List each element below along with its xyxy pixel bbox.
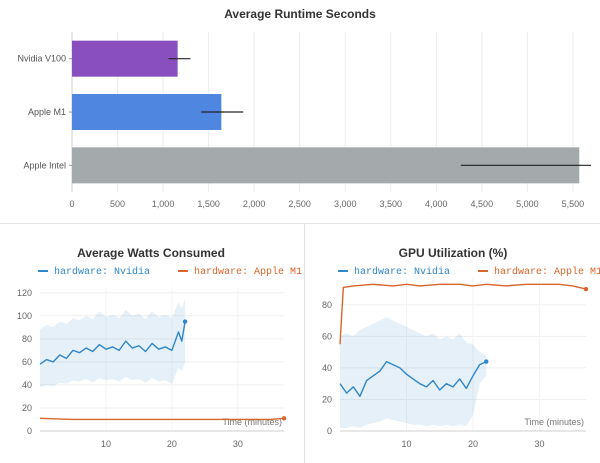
series-line: [39, 417, 285, 421]
y-tick-label: 80: [322, 300, 332, 310]
series-line: [339, 283, 587, 345]
y-tick-label: 20: [22, 403, 32, 413]
x-tick-label: 20: [167, 439, 177, 449]
x-tick-label: 10: [401, 439, 411, 449]
series-line: [39, 321, 186, 365]
bar: [72, 94, 222, 130]
x-tick-label: 1,500: [197, 199, 220, 209]
x-tick-label: 30: [534, 439, 544, 449]
y-tick-label: 60: [322, 331, 332, 341]
x-axis-title: Time (minutes): [222, 417, 282, 427]
x-tick-label: 2,000: [243, 199, 266, 209]
y-tick-label: 40: [322, 363, 332, 373]
x-tick-label: 1,000: [152, 199, 175, 209]
legend-label: hardware: Apple M1: [494, 266, 600, 278]
legend-label: hardware: Nvidia: [54, 266, 150, 278]
watts-chart-panel: Average Watts Consumed hardware: Nvidia ha…: [0, 225, 302, 463]
x-tick-label: 4,000: [425, 199, 448, 209]
gpu-chart-panel: GPU Utilization (%) hardware: Nvidia hardw…: [306, 225, 600, 463]
category-label: Apple M1: [28, 107, 66, 117]
series-end-point: [484, 359, 489, 364]
runtime-bar-chart: Average Runtime Seconds 0 500 1,000 1,500 2,0…: [17, 7, 592, 209]
x-axis-title: Time (minutes): [524, 417, 584, 427]
x-tick-label: 5,000: [516, 199, 539, 209]
watts-line-chart: Average Watts Consumed hardware: Nvidia ha…: [17, 246, 302, 449]
y-tick-label: 80: [22, 334, 32, 344]
x-tick-label: 0: [69, 199, 74, 209]
x-tick-label: 5,500: [562, 199, 585, 209]
legend-label: hardware: Nvidia: [354, 266, 450, 278]
x-tick-label: 30: [233, 439, 243, 449]
bar: [72, 40, 178, 77]
x-tick-label: 20: [468, 439, 478, 449]
confidence-band: [40, 298, 186, 388]
x-tick-label: 10: [101, 439, 111, 449]
chart-title: Average Watts Consumed: [77, 246, 225, 260]
y-tick-label: 0: [327, 426, 332, 436]
horizontal-divider: [0, 223, 600, 224]
y-tick-label: 40: [22, 380, 32, 390]
y-tick-label: 20: [322, 394, 332, 404]
x-tick-label: 3,500: [379, 199, 402, 209]
series-end-point: [583, 286, 589, 292]
category-label: Nvidia V100: [17, 54, 66, 64]
vertical-divider: [304, 224, 305, 463]
gpu-line-chart: GPU Utilization (%) hardware: Nvidia hardw…: [322, 246, 600, 449]
series-end-point: [182, 319, 188, 324]
series-line: [339, 360, 487, 397]
y-tick-label: 100: [17, 311, 32, 321]
chart-title: Average Runtime Seconds: [224, 7, 376, 21]
chart-title: GPU Utilization (%): [399, 246, 508, 260]
x-tick-label: 4,500: [471, 199, 494, 209]
x-tick-label: 2,500: [288, 199, 311, 209]
y-tick-label: 60: [22, 357, 32, 367]
category-label: Apple Intel: [23, 160, 66, 170]
legend-label: hardware: Apple M1: [194, 266, 302, 278]
x-tick-label: 3,000: [334, 199, 357, 209]
series-end-point: [281, 416, 287, 421]
y-tick-label: 120: [17, 288, 32, 298]
x-tick-label: 500: [110, 199, 125, 209]
y-tick-label: 0: [27, 426, 32, 436]
runtime-chart-panel: Average Runtime Seconds 0 500 1,000 1,500 2,0…: [0, 0, 600, 222]
confidence-band: [340, 317, 487, 428]
